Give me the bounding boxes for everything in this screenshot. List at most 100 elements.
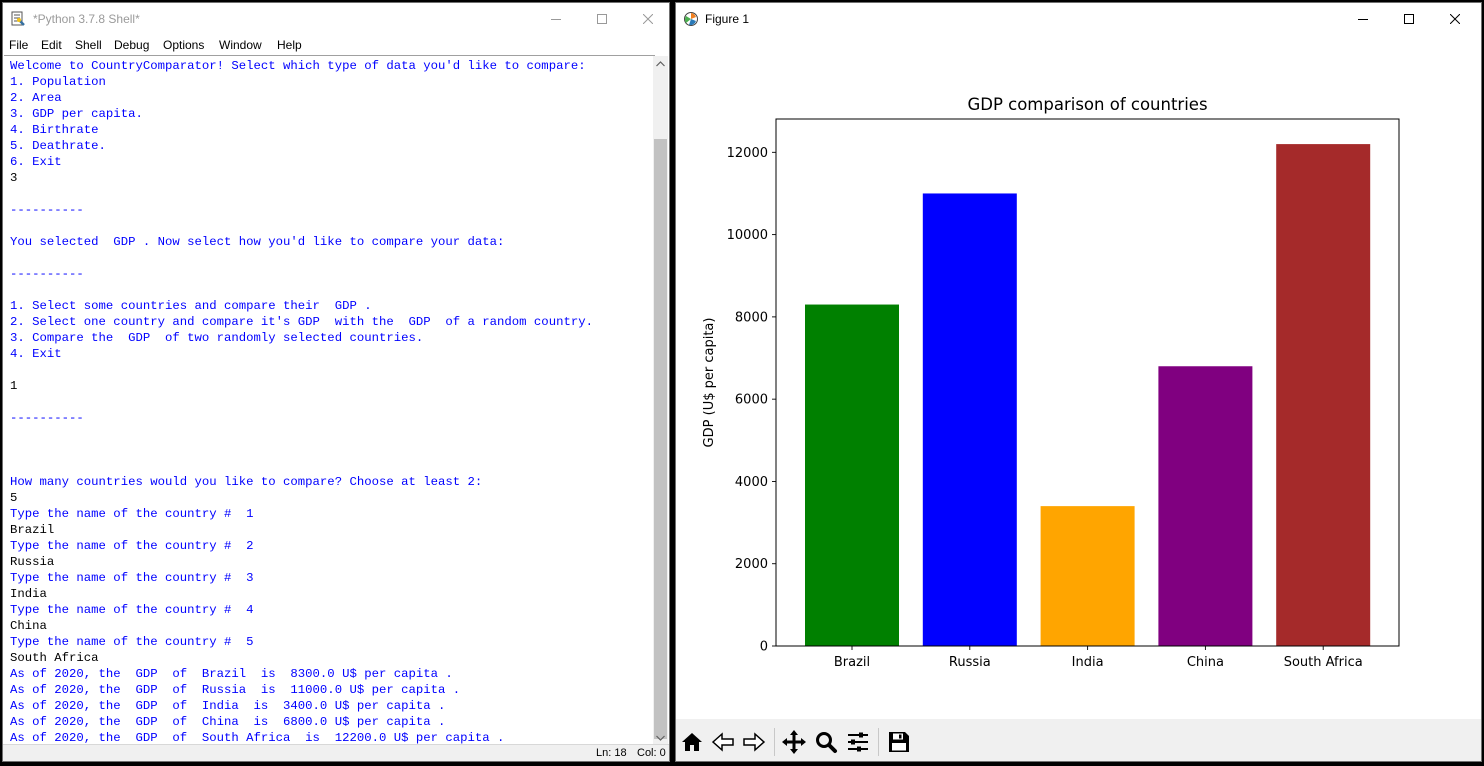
figure-canvas[interactable]: GDP comparison of countries GDP (U$ per c… — [676, 35, 1481, 719]
status-line: Ln: 18 — [596, 747, 627, 759]
shell-output-line: Type the name of the country # 4 — [10, 603, 254, 617]
shell-output-line: ---------- — [10, 411, 84, 425]
x-tick-label: South Africa — [1284, 655, 1363, 670]
menu-help[interactable]: Help — [277, 38, 302, 52]
menu-options[interactable]: Options — [163, 38, 205, 52]
menu-shell[interactable]: Shell — [75, 38, 102, 52]
shell-output-line: Type the name of the country # 2 — [10, 539, 254, 553]
y-axis-label: GDP (U$ per capita) — [702, 318, 717, 448]
shell-window-title: *Python 3.7.8 Shell* — [33, 12, 140, 26]
shell-output-line: Welcome to CountryComparator! Select whi… — [10, 59, 586, 73]
shell-output-line: As of 2020, the GDP of South Africa is 1… — [10, 731, 505, 745]
y-tick-label: 2000 — [735, 557, 768, 572]
matplotlib-logo-icon — [683, 11, 699, 27]
pan-button[interactable] — [779, 727, 809, 757]
menu-file[interactable]: File — [9, 38, 29, 52]
y-tick-label: 6000 — [735, 393, 768, 408]
forward-button[interactable] — [739, 727, 769, 757]
save-button[interactable] — [884, 727, 914, 757]
chevron-down-icon — [656, 735, 665, 741]
shell-output-line: As of 2020, the GDP of India is 3400.0 U… — [10, 699, 446, 713]
status-col: Col: 0 — [637, 747, 666, 759]
zoom-icon — [816, 732, 837, 753]
minimize-icon — [1358, 19, 1368, 20]
y-tick-label: 4000 — [735, 475, 768, 490]
x-tick-label: China — [1187, 655, 1224, 670]
python-idle-icon — [10, 11, 26, 27]
close-icon — [1450, 14, 1460, 24]
shell-output-line: Type the name of the country # 3 — [10, 571, 254, 585]
shell-titlebar[interactable]: *Python 3.7.8 Shell* — [3, 3, 669, 35]
shell-output-line: 3. GDP per capita. — [10, 107, 143, 121]
bar-china — [1158, 366, 1253, 646]
shell-output-line: 2. Select one country and compare it's G… — [10, 315, 593, 329]
shell-output-line: 6. Exit — [10, 155, 62, 169]
shell-output-line: How many countries would you like to com… — [10, 475, 483, 489]
x-tick-label: India — [1072, 655, 1104, 670]
zoom-button[interactable] — [811, 727, 841, 757]
scroll-down-arrow[interactable] — [653, 730, 668, 745]
vertical-scrollbar[interactable] — [653, 56, 668, 745]
configure-subplots-button[interactable] — [843, 727, 873, 757]
maximize-icon — [597, 14, 607, 24]
close-button[interactable] — [625, 3, 671, 35]
figure-titlebar[interactable]: Figure 1 — [676, 3, 1481, 35]
home-button[interactable] — [677, 727, 707, 757]
y-tick-label: 10000 — [727, 228, 768, 243]
y-tick-label: 12000 — [727, 146, 768, 161]
menu-debug[interactable]: Debug — [114, 38, 150, 52]
shell-output-line: Type the name of the country # 5 — [10, 635, 254, 649]
pan-icon — [782, 730, 806, 754]
figure-maximize-button[interactable] — [1386, 3, 1432, 35]
scroll-thumb[interactable] — [654, 139, 667, 739]
shell-input-line: Brazil — [10, 523, 55, 537]
axes-frame — [775, 118, 1400, 647]
shell-output-line: 4. Exit — [10, 347, 62, 361]
shell-output-line: As of 2020, the GDP of China is 6800.0 U… — [10, 715, 446, 729]
maximize-icon — [1404, 14, 1414, 24]
matplotlib-figure-window: Figure 1 GDP comparison of countries GDP … — [675, 2, 1482, 762]
figure-minimize-button[interactable] — [1340, 3, 1386, 35]
shell-output-line: As of 2020, the GDP of Russia is 11000.0… — [10, 683, 461, 697]
shell-input-line: 3 — [10, 171, 18, 185]
menu-edit[interactable]: Edit — [41, 38, 62, 52]
y-tick-label: 8000 — [735, 310, 768, 325]
back-button[interactable] — [708, 727, 738, 757]
shell-input-line: 1 — [10, 379, 18, 393]
save-icon — [889, 732, 909, 752]
configure-subplots-icon — [848, 732, 868, 752]
idle-shell-window: *Python 3.7.8 Shell* File Edit Shell Deb… — [2, 2, 670, 762]
shell-input-line: 5 — [10, 491, 18, 505]
x-tick-label: Brazil — [834, 655, 870, 670]
close-icon — [643, 14, 653, 24]
shell-output-line: Type the name of the country # 1 — [10, 507, 254, 521]
shell-output-line: ---------- — [10, 203, 84, 217]
forward-icon — [743, 732, 766, 752]
shell-input-line: Russia — [10, 555, 55, 569]
shell-output-line: 5. Deathrate. — [10, 139, 106, 153]
shell-output-line: 4. Birthrate — [10, 123, 99, 137]
menu-window[interactable]: Window — [219, 38, 262, 52]
scroll-up-arrow[interactable] — [653, 56, 668, 71]
y-tick-label: 0 — [760, 640, 768, 655]
figure-window-title: Figure 1 — [705, 12, 750, 26]
figure-close-button[interactable] — [1432, 3, 1478, 35]
shell-output-line: As of 2020, the GDP of Brazil is 8300.0 … — [10, 667, 453, 681]
x-tick-label: Russia — [949, 655, 991, 670]
shell-input-line: China — [10, 619, 47, 633]
shell-output-line: 2. Area — [10, 91, 62, 105]
shell-output-line: You selected GDP . Now select how you'd … — [10, 235, 505, 249]
shell-input-line: South Africa — [10, 651, 99, 665]
minimize-button[interactable] — [533, 3, 579, 35]
minimize-icon — [551, 19, 561, 20]
back-icon — [711, 732, 734, 752]
shell-text-area[interactable]: Welcome to CountryComparator! Select whi… — [4, 55, 655, 745]
home-icon — [682, 733, 702, 751]
bar-brazil — [805, 304, 899, 646]
maximize-button[interactable] — [579, 3, 625, 35]
chart-title: GDP comparison of countries — [967, 95, 1207, 114]
toolbar-separator — [878, 728, 879, 756]
bar-india — [1040, 506, 1135, 646]
chevron-up-icon — [656, 60, 665, 66]
toolbar-separator — [774, 728, 775, 756]
